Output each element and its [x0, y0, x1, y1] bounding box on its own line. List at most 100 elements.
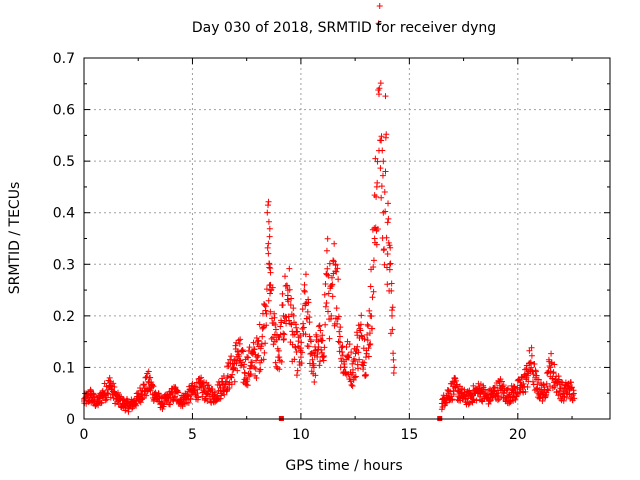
cloud-point: [544, 369, 551, 376]
data-point: [230, 364, 237, 371]
cloud-point: [533, 386, 540, 393]
cloud-point: [295, 334, 302, 341]
cloud-point: [449, 396, 456, 403]
cloud-point: [290, 312, 297, 319]
x-tick-labels: 0 5 10 15 20: [80, 427, 527, 443]
cloud-point: [365, 345, 372, 352]
data-point: [560, 390, 567, 397]
data-point: [336, 333, 343, 340]
cloud-point: [555, 392, 562, 399]
data-point: [386, 261, 393, 268]
cloud-point: [528, 364, 535, 371]
data-point: [280, 312, 287, 319]
cloud-point: [317, 327, 324, 334]
cloud-point: [248, 370, 255, 377]
cloud-point: [302, 271, 309, 278]
cloud-point: [522, 388, 529, 395]
cloud-point: [329, 293, 336, 300]
data-point: [503, 392, 510, 399]
chart-title: Day 030 of 2018, SRMTID for receiver dyn…: [192, 20, 496, 36]
cloud-point: [334, 320, 341, 327]
cloud-point: [318, 349, 325, 356]
cloud-point: [389, 326, 396, 333]
cloud-point: [387, 260, 394, 267]
cloud-point: [260, 356, 267, 363]
cloud-point: [384, 219, 391, 226]
data-point: [204, 390, 211, 397]
cloud-point: [325, 308, 332, 315]
cloud-point: [263, 286, 270, 293]
cloud-point: [335, 338, 342, 345]
cloud-point: [338, 344, 345, 351]
cloud-point: [490, 385, 497, 392]
cloud-point: [290, 305, 297, 312]
cloud-point: [384, 281, 391, 288]
cloud-point: [84, 391, 91, 398]
data-point: [523, 374, 530, 381]
cloud-point: [485, 400, 492, 407]
cloud-point: [328, 274, 335, 281]
data-point: [293, 348, 300, 355]
cloud-point: [466, 387, 473, 394]
cloud-point: [528, 344, 535, 351]
data-point: [389, 312, 396, 319]
cloud-point: [256, 321, 263, 328]
cloud-point: [137, 399, 144, 406]
cloud-point: [301, 287, 308, 294]
cloud-point: [297, 332, 304, 339]
data-point: [332, 261, 339, 268]
cloud-point: [276, 366, 283, 373]
cloud-point: [285, 317, 292, 324]
cloud-point: [278, 319, 285, 326]
cloud-point: [374, 225, 381, 232]
cloud-point: [231, 378, 238, 385]
cloud-point: [355, 349, 362, 356]
data-point: [319, 354, 326, 361]
cloud-point: [287, 320, 294, 327]
cloud-point: [334, 265, 341, 272]
cloud-point: [265, 202, 272, 209]
cloud-point: [336, 339, 343, 346]
cloud-point: [343, 344, 350, 351]
data-point: [391, 364, 398, 371]
cloud-point: [473, 397, 480, 404]
cloud-point: [359, 359, 366, 366]
cloud-point: [259, 325, 266, 332]
data-point: [341, 364, 348, 371]
cloud-point: [509, 386, 516, 393]
data-point: [133, 397, 140, 404]
cloud-point: [377, 165, 384, 172]
cloud-point: [529, 378, 536, 385]
cloud-point: [267, 308, 274, 315]
cloud-point: [288, 295, 295, 302]
cloud-point: [159, 406, 166, 413]
y-tick-label: 0.3: [53, 257, 75, 273]
cloud-point: [149, 382, 156, 389]
cloud-point: [326, 335, 333, 342]
cloud-point: [110, 380, 117, 387]
cloud-point: [250, 339, 257, 346]
cloud-point: [305, 343, 312, 350]
cloud-point: [298, 339, 305, 346]
cloud-point: [235, 337, 242, 344]
cloud-point: [333, 305, 340, 312]
cloud-point: [264, 244, 271, 251]
cloud-point: [325, 290, 332, 297]
cloud-point: [272, 326, 279, 333]
cloud-point: [280, 330, 287, 337]
data-point: [224, 374, 231, 381]
data-point: [139, 387, 146, 394]
cloud-point: [336, 328, 343, 335]
cloud-point: [255, 352, 262, 359]
cloud-point: [98, 399, 105, 406]
cloud-point: [335, 276, 342, 283]
cloud-point: [189, 380, 196, 387]
data-point: [380, 209, 387, 216]
cloud-point: [226, 384, 233, 391]
cloud-point: [387, 244, 394, 251]
data-point: [464, 395, 471, 402]
data-point: [458, 392, 465, 399]
cloud-point: [536, 395, 543, 402]
cloud-point: [517, 379, 524, 386]
cloud-point: [335, 313, 342, 320]
